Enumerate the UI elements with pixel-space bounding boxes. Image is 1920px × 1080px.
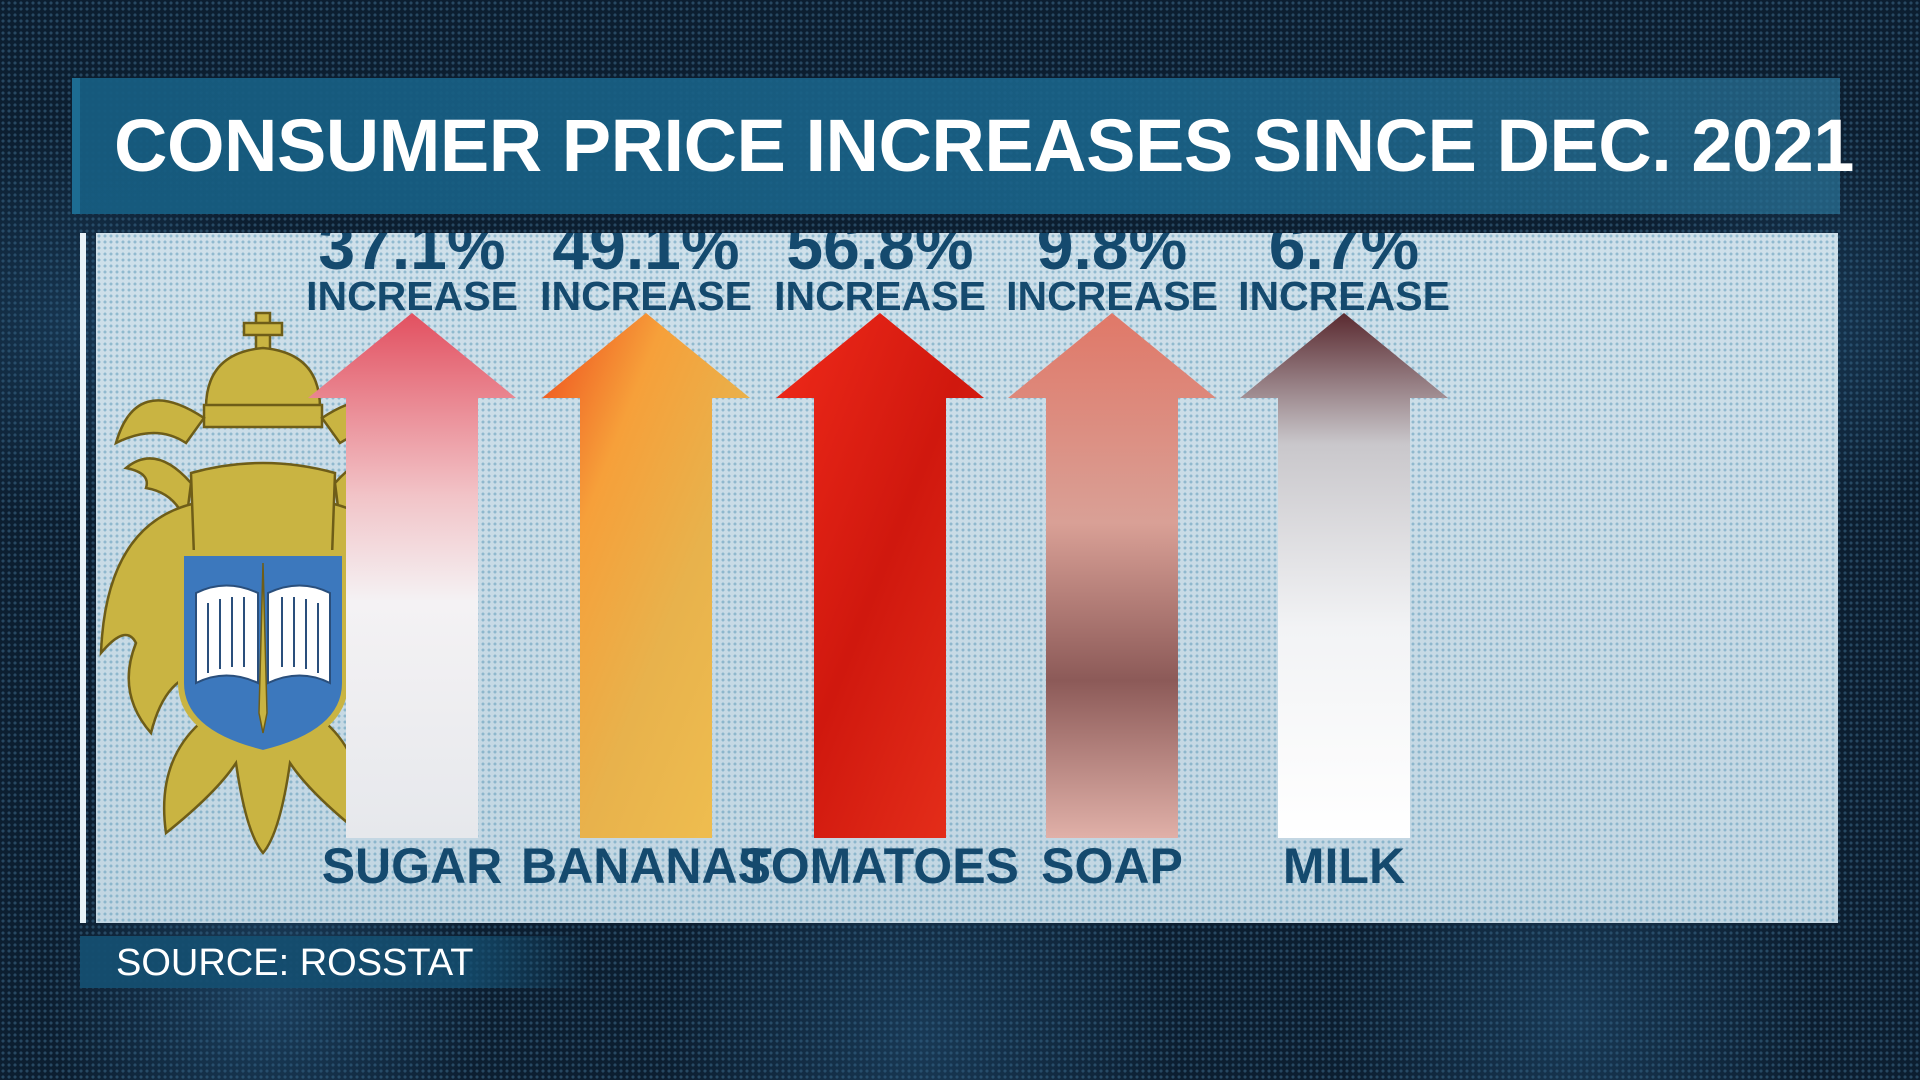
arrow-mark-sugar: [308, 313, 516, 838]
arrow-mark-bananas: [542, 313, 750, 838]
arrow-chart: 37.1%INCREASESUGAR49.1%INCREASEBANANAS56…: [306, 233, 1450, 894]
title-band: CONSUMER PRICE INCREASES SINCE DEC. 2021: [72, 78, 1854, 214]
source-label: SOURCE: ROSSTAT: [116, 942, 474, 984]
value-label-milk: 6.7%: [1269, 233, 1419, 283]
arrow-mark-milk: [1240, 313, 1448, 838]
page-title: CONSUMER PRICE INCREASES SINCE DEC. 2021: [114, 104, 1854, 187]
increase-label-milk: INCREASE: [1238, 273, 1450, 319]
value-label-bananas: 49.1%: [552, 233, 739, 283]
category-label-milk: MILK: [1283, 838, 1405, 894]
category-label-bananas: BANANAS: [521, 838, 771, 894]
category-label-sugar: SUGAR: [322, 838, 503, 894]
category-label-soap: SOAP: [1041, 838, 1183, 894]
increase-label-tomatoes: INCREASE: [774, 273, 986, 319]
category-label-tomatoes: TOMATOES: [741, 838, 1019, 894]
increase-label-sugar: INCREASE: [306, 273, 518, 319]
increase-label-soap: INCREASE: [1006, 273, 1218, 319]
increase-label-bananas: INCREASE: [540, 273, 752, 319]
value-label-tomatoes: 56.8%: [786, 233, 973, 283]
panel-edge: [80, 233, 86, 923]
arrow-mark-tomatoes: [776, 313, 984, 838]
value-label-soap: 9.8%: [1037, 233, 1187, 283]
source-band: SOURCE: ROSSTAT: [80, 936, 590, 988]
value-label-sugar: 37.1%: [318, 233, 505, 283]
arrow-mark-soap: [1008, 313, 1216, 838]
chart-panel: 37.1% INCREASE SUGAR 49.1% INCREASE BANANAS 56…: [96, 233, 1838, 923]
